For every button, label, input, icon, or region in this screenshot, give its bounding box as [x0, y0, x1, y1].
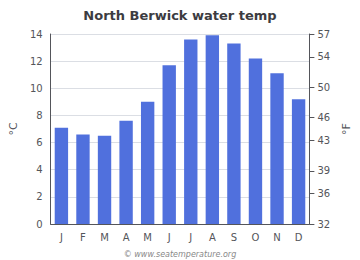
svg-text:54: 54: [317, 51, 330, 62]
svg-text:A: A: [123, 232, 130, 243]
svg-text:F: F: [80, 232, 86, 243]
svg-text:2: 2: [36, 191, 42, 202]
svg-text:4: 4: [36, 164, 42, 175]
svg-text:O: O: [252, 232, 260, 243]
svg-text:12: 12: [30, 56, 43, 67]
svg-text:50: 50: [317, 82, 330, 93]
svg-text:36: 36: [317, 188, 330, 199]
svg-text:57: 57: [317, 29, 330, 40]
svg-text:D: D: [295, 232, 303, 243]
svg-text:M: M: [100, 232, 109, 243]
svg-text:A: A: [209, 232, 216, 243]
svg-text:M: M: [143, 232, 152, 243]
svg-text:J: J: [188, 232, 192, 243]
svg-text:10: 10: [30, 83, 43, 94]
svg-text:46: 46: [317, 112, 330, 123]
svg-text:N: N: [273, 232, 280, 243]
svg-text:°C: °C: [7, 122, 20, 136]
svg-text:14: 14: [30, 29, 43, 40]
svg-text:© www.seatemperature.org: © www.seatemperature.org: [124, 250, 236, 259]
svg-text:0: 0: [36, 219, 42, 230]
svg-text:8: 8: [36, 110, 42, 121]
svg-text:°F: °F: [340, 123, 353, 135]
svg-text:J: J: [59, 232, 63, 243]
svg-text:32: 32: [317, 219, 330, 230]
svg-text:S: S: [231, 232, 237, 243]
svg-text:6: 6: [36, 137, 42, 148]
svg-text:43: 43: [317, 135, 330, 146]
svg-text:39: 39: [317, 165, 330, 176]
svg-text:North Berwick water temp: North Berwick water temp: [83, 8, 276, 23]
svg-text:J: J: [167, 232, 171, 243]
